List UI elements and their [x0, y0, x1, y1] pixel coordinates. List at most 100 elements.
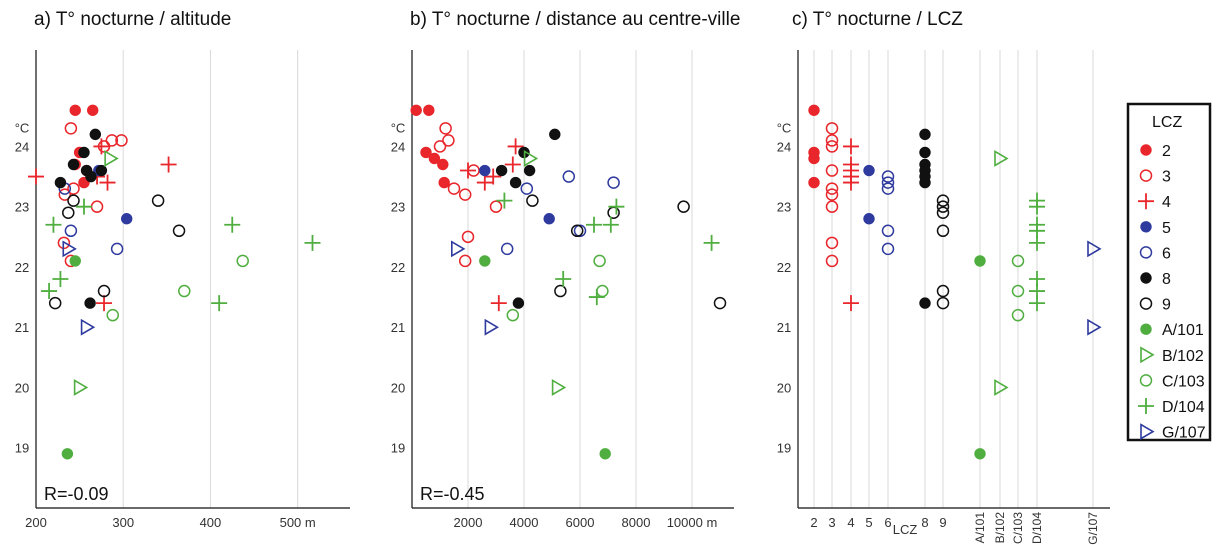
chart-c-ytick-label: 21 [777, 320, 791, 335]
chart-b-point [489, 200, 503, 213]
chart-a-ytick-label: 22 [15, 260, 29, 275]
chart-c-point [825, 236, 839, 250]
chart-a-point [211, 295, 228, 312]
chart-b-point [447, 182, 461, 195]
chart-b-xtick-label: 6000 [566, 515, 595, 530]
legend-marker [1140, 423, 1155, 440]
legend-item-label: 4 [1162, 194, 1171, 211]
chart-c-xtick-label: 5 [865, 515, 872, 530]
chart-a-point [80, 318, 96, 336]
chart-b-point [437, 158, 449, 171]
chart-a-point [54, 176, 67, 189]
chart-b-plot: 2000 4000 6000 8000 10000 m 19 20 21 22 23 24 °C [391, 50, 734, 530]
chart-a-point [97, 284, 111, 298]
legend-marker [1140, 346, 1155, 364]
chart-a-point [67, 158, 80, 171]
chart-a-xtick-label: 400 [200, 515, 222, 530]
legend-item-label: 5 [1162, 220, 1171, 237]
chart-a-point [90, 200, 104, 213]
chart-b-xtick-label: 8000 [622, 515, 651, 530]
chart-b-point [442, 134, 455, 147]
chart-a-xtick-label: 500 m [280, 515, 316, 530]
chart-b-xtick-label: 2000 [454, 515, 483, 530]
chart-a-point [48, 296, 62, 310]
chart-b-point [506, 308, 520, 322]
chart-c-xtick-label: 3 [828, 515, 835, 530]
legend: LCZ 2 3 4 5 6 8 9 A/101 B/102 C/103 D/104 G/107 [1126, 102, 1212, 442]
chart-a-point [110, 242, 124, 256]
chart-b-point [549, 128, 561, 141]
legend-item-label: B/102 [1162, 348, 1204, 365]
chart-b-point [420, 146, 432, 159]
chart-b-point [602, 216, 619, 233]
chart-c-point [825, 188, 839, 201]
chart-c-point [808, 176, 820, 189]
chart-b-point [410, 104, 422, 116]
chart-b-point [495, 164, 508, 177]
chart-c-point [919, 176, 931, 189]
chart-c-point [863, 213, 875, 225]
chart-a-point [67, 182, 80, 195]
chart-a-point [73, 379, 89, 396]
chart-b-point [460, 162, 476, 179]
chart-b-point [520, 182, 534, 195]
chart-c-point [881, 170, 895, 183]
chart-c-point [825, 164, 839, 177]
chart-a-point [69, 255, 81, 267]
chart-b-point [451, 240, 466, 258]
chart-c-point [1087, 318, 1102, 336]
chart-c-point [843, 295, 859, 312]
chart-c-point [919, 128, 931, 141]
chart-b-point [526, 194, 539, 207]
chart-a-point [172, 224, 186, 238]
chart-c-xtick-label: D/104 [1030, 512, 1044, 544]
chart-a-xtick-label: 200 [25, 515, 47, 530]
chart-c-point [936, 296, 950, 310]
chart-b-point [458, 188, 472, 201]
chart-a-ytick-label: 23 [15, 200, 29, 215]
chart-c-point [936, 194, 950, 207]
legend-marker [1138, 193, 1154, 210]
chart-b-point [512, 297, 525, 309]
legend-item-label: 3 [1162, 169, 1171, 186]
chart-c-title: c) T° nocturne / LCZ [792, 9, 963, 30]
chart-c-point [863, 164, 875, 177]
legend-marker [1140, 221, 1152, 233]
chart-c-ylabel: °C [777, 120, 792, 135]
chart-c-plot: 2 3 4 5 6 8 9 A/101 B/102 C/103 D/104 G/10719202122… [777, 50, 1110, 545]
chart-b-point [677, 200, 690, 213]
chart-b-xtick-label: 4000 [510, 515, 539, 530]
chart-c-point [974, 255, 986, 267]
legend-marker [1139, 246, 1153, 259]
chart-c-xtick-label: 6 [884, 515, 891, 530]
chart-a-point [99, 174, 116, 191]
chart-c-point [1029, 295, 1045, 312]
chart-b-ytick-label: 24 [391, 139, 405, 154]
chart-b-point [543, 213, 555, 225]
chart-b-point [500, 242, 514, 256]
legend-marker [1140, 272, 1152, 284]
chart-c-point [1011, 254, 1025, 268]
chart-b-ytick-label: 19 [391, 441, 405, 456]
chart-b-ylabel: °C [391, 120, 406, 135]
chart-c-point [825, 134, 839, 147]
chart-c-ytick-label: 24 [777, 139, 791, 154]
chart-b-point [479, 255, 491, 267]
chart-c-point [843, 174, 859, 191]
chart-b-point [507, 138, 524, 155]
chart-b-point [433, 140, 447, 153]
chart-c-point [974, 448, 986, 460]
chart-c-xtick-label: C/103 [1011, 512, 1025, 544]
legend-title: LCZ [1152, 114, 1182, 131]
chart-c-point [881, 224, 895, 238]
legend-item-label: C/103 [1162, 373, 1205, 390]
chart-a-point [121, 213, 133, 225]
chart-a-point [224, 216, 241, 233]
chart-a-point [75, 198, 92, 215]
chart-a-point [106, 308, 120, 322]
chart-a-point [64, 122, 78, 135]
chart-a-point [86, 104, 99, 116]
chart-b-point [423, 104, 435, 116]
chart-c-point [881, 242, 895, 256]
chart-a-point [304, 234, 321, 251]
